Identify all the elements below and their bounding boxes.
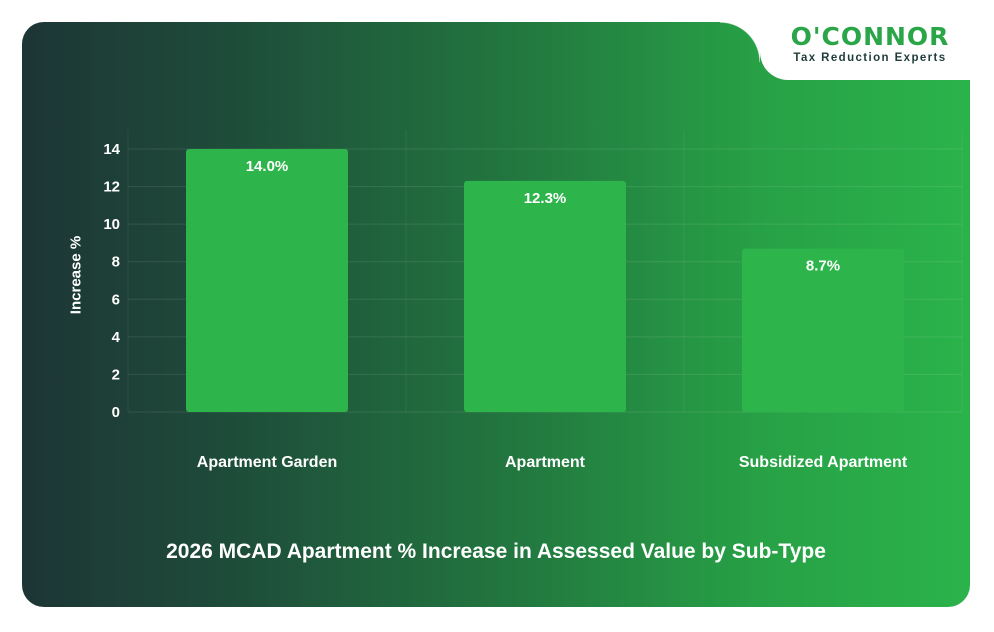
x-tick-label: Subsidized Apartment <box>739 454 908 471</box>
y-tick-label: 4 <box>112 329 121 346</box>
bar <box>464 180 626 412</box>
x-tick-label: Apartment Garden <box>197 454 337 471</box>
chart-title: 2026 MCAD Apartment % Increase in Assess… <box>166 540 826 563</box>
data-label: 8.7% <box>806 258 840 275</box>
logo-notch <box>720 22 972 80</box>
data-label: 12.3% <box>524 190 567 207</box>
brand-logo: O'CONNOR Tax Reduction Experts <box>768 22 972 65</box>
bar <box>742 248 904 412</box>
bar <box>186 149 348 412</box>
brand-name: O'CONNOR <box>790 22 950 51</box>
data-label: 14.0% <box>246 158 289 175</box>
y-tick-label: 2 <box>112 366 120 383</box>
x-tick-label: Apartment <box>505 454 586 471</box>
y-tick-label: 10 <box>103 216 120 233</box>
brand-tagline: Tax Reduction Experts <box>793 52 947 64</box>
y-tick-label: 14 <box>103 141 120 158</box>
y-tick-label: 0 <box>112 404 120 421</box>
y-tick-label: 8 <box>112 254 120 271</box>
y-tick-label: 6 <box>112 291 120 308</box>
y-tick-label: 12 <box>103 179 120 196</box>
